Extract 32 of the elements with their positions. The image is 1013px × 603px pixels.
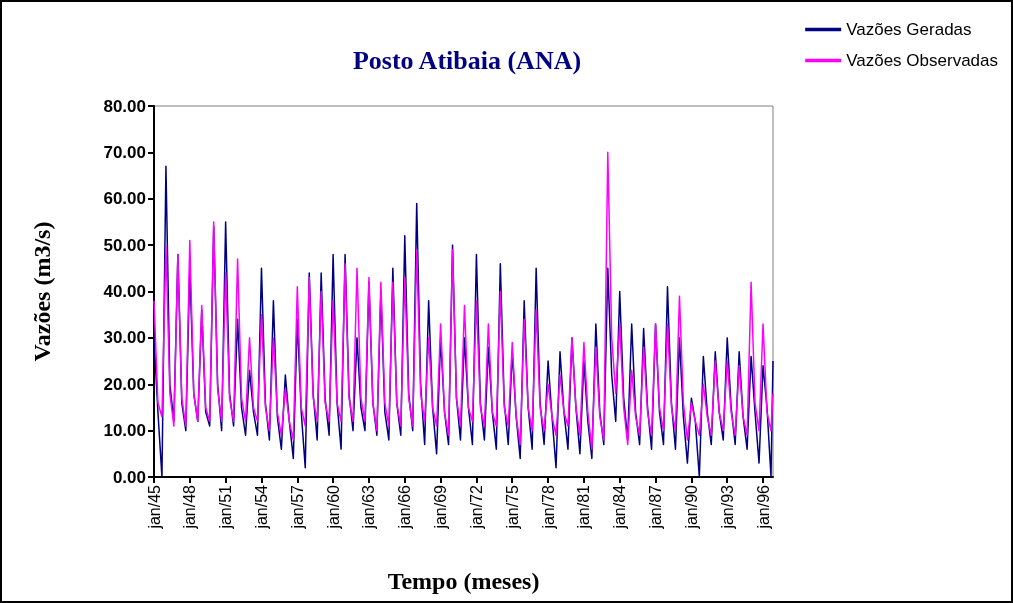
y-axis-title: Vazões (m3/s) bbox=[29, 221, 55, 362]
x-tick-label: jan/96 bbox=[754, 484, 772, 530]
x-tick-label: jan/84 bbox=[611, 484, 629, 530]
x-tick-label: jan/60 bbox=[324, 484, 342, 530]
x-tick-label: jan/51 bbox=[217, 484, 235, 530]
y-tick-label: 60.00 bbox=[103, 189, 146, 209]
y-tick-label: 10.00 bbox=[103, 421, 146, 441]
y-tick-label: 0.00 bbox=[112, 467, 146, 487]
x-tick-label: jan/69 bbox=[432, 484, 450, 530]
x-tick-label: jan/78 bbox=[539, 484, 557, 530]
x-tick-label: jan/54 bbox=[252, 484, 270, 530]
x-tick-label: jan/48 bbox=[181, 484, 199, 530]
y-tick-label: 30.00 bbox=[103, 328, 146, 348]
y-tick-label: 50.00 bbox=[103, 235, 146, 255]
x-tick-label: jan/66 bbox=[396, 484, 414, 530]
y-tick-label: 70.00 bbox=[103, 142, 146, 162]
x-tick-label: jan/87 bbox=[647, 484, 665, 530]
x-tick-label: jan/57 bbox=[288, 484, 306, 530]
y-tick-label: 20.00 bbox=[103, 374, 146, 394]
legend-label: Vazões Observadas bbox=[846, 51, 999, 70]
x-tick-label: jan/63 bbox=[360, 484, 378, 530]
x-tick-label: jan/90 bbox=[682, 484, 700, 530]
x-tick-label: jan/72 bbox=[467, 484, 485, 530]
x-tick-label: jan/45 bbox=[145, 484, 163, 530]
chart-title: Posto Atibaia (ANA) bbox=[352, 45, 582, 75]
y-tick-label: 40.00 bbox=[103, 282, 146, 301]
x-axis-title: Tempo (meses) bbox=[387, 568, 540, 594]
y-tick-label: 80.00 bbox=[103, 96, 146, 116]
x-tick-label: jan/81 bbox=[575, 484, 593, 530]
x-tick-label: jan/75 bbox=[503, 484, 521, 530]
x-tick-label: jan/93 bbox=[718, 484, 736, 530]
legend-label: Vazões Geradas bbox=[846, 20, 972, 39]
